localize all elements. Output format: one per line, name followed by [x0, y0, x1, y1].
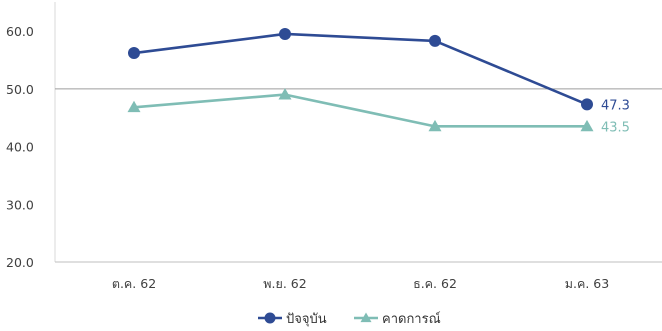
x-tick-label: พ.ย. 62 — [263, 276, 306, 291]
legend-item: คาดการณ์ — [354, 311, 441, 327]
legend-item: ปัจจุบัน — [258, 312, 327, 327]
data-point-triangle — [580, 119, 594, 132]
legend-label: คาดการณ์ — [382, 311, 441, 327]
series-line — [133, 32, 588, 106]
series-forecast — [127, 88, 594, 132]
data-label: 47.3 — [601, 98, 630, 113]
y-tick-label: 60.0 — [6, 24, 34, 39]
x-tick-label: ธ.ค. 62 — [413, 276, 457, 291]
legend-triangle-marker — [360, 312, 372, 323]
data-point-triangle — [278, 88, 292, 100]
x-tick-label: ต.ค. 62 — [112, 276, 156, 291]
data-labels-layer: 47.3 43.5 — [601, 98, 630, 135]
data-point-circle — [581, 98, 593, 111]
chart-legend: ปัจจุบัน คาดการณ์ — [258, 311, 441, 327]
y-tick-label: 20.0 — [6, 255, 34, 270]
data-point-circle — [128, 47, 140, 60]
series-layer — [127, 27, 594, 132]
data-point-triangle — [428, 119, 442, 132]
series-line — [133, 93, 587, 128]
y-tick-label: 50.0 — [6, 82, 34, 97]
data-point-circle — [429, 34, 441, 47]
data-point-circle — [279, 27, 291, 40]
data-label: 43.5 — [601, 120, 630, 135]
legend-circle-marker — [264, 312, 276, 324]
x-tick-label: ม.ค. 63 — [565, 276, 609, 291]
legend-label: ปัจจุบัน — [286, 312, 327, 327]
series-current — [128, 27, 593, 111]
chart-axes: 20.0 30.0 40.0 50.0 60.0 ต.ค. 62 พ.ย. 62 ธ.ค. 6… — [6, 2, 662, 291]
y-tick-label: 40.0 — [6, 140, 34, 155]
y-tick-label: 30.0 — [6, 197, 34, 212]
data-point-triangle — [127, 100, 141, 113]
